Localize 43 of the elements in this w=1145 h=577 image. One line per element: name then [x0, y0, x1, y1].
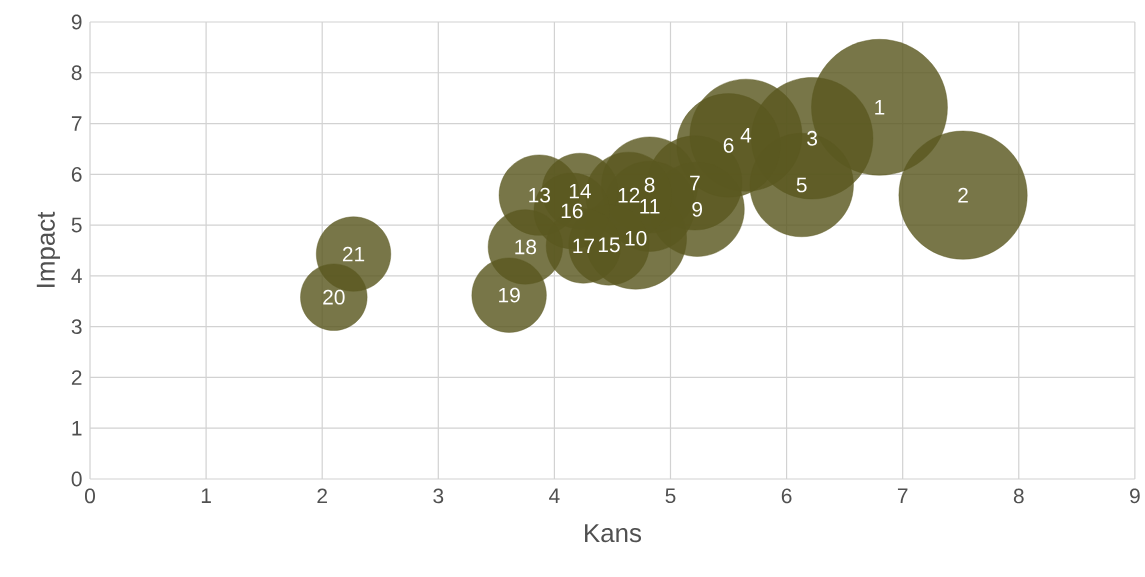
- annotation: 7: [690, 175, 700, 191]
- annotation: 21: [342, 246, 365, 262]
- annotation: 13: [529, 187, 551, 203]
- y-tick-label: 0: [71, 471, 82, 487]
- annotation: 12: [618, 187, 640, 203]
- x-tick-label: 0: [85, 488, 95, 504]
- annotation: 19: [499, 287, 520, 303]
- y-tick-label: 1: [72, 421, 82, 436]
- x-tick-label: 4: [549, 488, 560, 503]
- y-tick-label: 7: [71, 116, 82, 131]
- y-tick-label: 6: [71, 166, 82, 182]
- annotation: 14: [569, 183, 591, 199]
- annotation: 5: [796, 177, 807, 193]
- x-tick-label: 1: [201, 488, 211, 503]
- y-axis-title: Impact: [36, 211, 61, 287]
- annotation: 20: [323, 289, 345, 305]
- x-tick-label: 5: [665, 488, 676, 504]
- y-tick-label: 2: [71, 370, 82, 385]
- y-tick-label: 8: [71, 65, 82, 81]
- annotation: 1: [875, 100, 885, 115]
- annotation: 18: [515, 239, 537, 255]
- y-tick-label: 9: [71, 14, 82, 30]
- annotation: 6: [723, 137, 734, 153]
- annotation: 17: [573, 238, 594, 254]
- x-tick-label: 2: [317, 488, 327, 504]
- annotation: 9: [692, 201, 703, 217]
- annotation: 11: [640, 199, 660, 214]
- x-tick-label: 9: [1130, 488, 1140, 504]
- annotation: 16: [561, 203, 583, 219]
- x-tick-label: 8: [1013, 488, 1024, 504]
- annotation: 3: [807, 130, 818, 146]
- x-tick-label: 7: [897, 488, 908, 503]
- y-tick-label: 3: [71, 319, 82, 335]
- annotation: 10: [625, 230, 647, 246]
- annotation: 4: [740, 128, 752, 143]
- x-axis-title: Kans: [585, 524, 642, 543]
- x-tick-label: 3: [433, 488, 444, 504]
- y-tick-label: 5: [71, 217, 82, 233]
- x-tick-label: 6: [781, 488, 792, 504]
- annotation: 2: [958, 187, 968, 203]
- y-tick-label: 4: [71, 268, 82, 284]
- annotation: 15: [598, 237, 620, 253]
- annotation: 8: [644, 177, 655, 193]
